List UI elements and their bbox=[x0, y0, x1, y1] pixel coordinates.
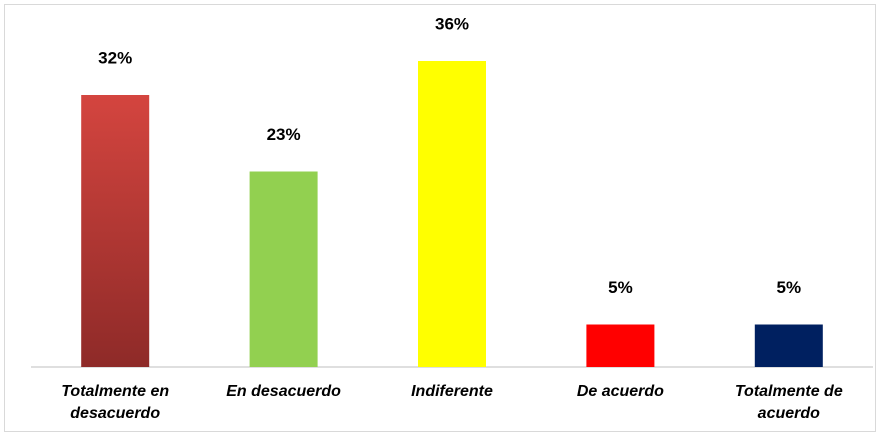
bar bbox=[586, 324, 655, 367]
bar bbox=[418, 61, 486, 367]
x-tick-label: En desacuerdo bbox=[226, 383, 341, 400]
value-label: 36% bbox=[435, 14, 469, 33]
chart-frame bbox=[4, 4, 876, 432]
x-tick-label: Totalmente en desacuerdo bbox=[61, 383, 170, 422]
bar bbox=[81, 95, 150, 367]
x-tick-label: Indiferente bbox=[411, 383, 493, 400]
bar bbox=[249, 171, 318, 367]
value-label: 5% bbox=[608, 278, 633, 297]
value-label: 5% bbox=[777, 278, 802, 297]
value-label: 23% bbox=[267, 125, 301, 144]
bar bbox=[754, 324, 823, 367]
x-tick-label: De acuerdo bbox=[576, 383, 664, 400]
x-tick-label: Totalmente de acuerdo bbox=[734, 383, 843, 422]
value-label: 32% bbox=[98, 48, 132, 67]
